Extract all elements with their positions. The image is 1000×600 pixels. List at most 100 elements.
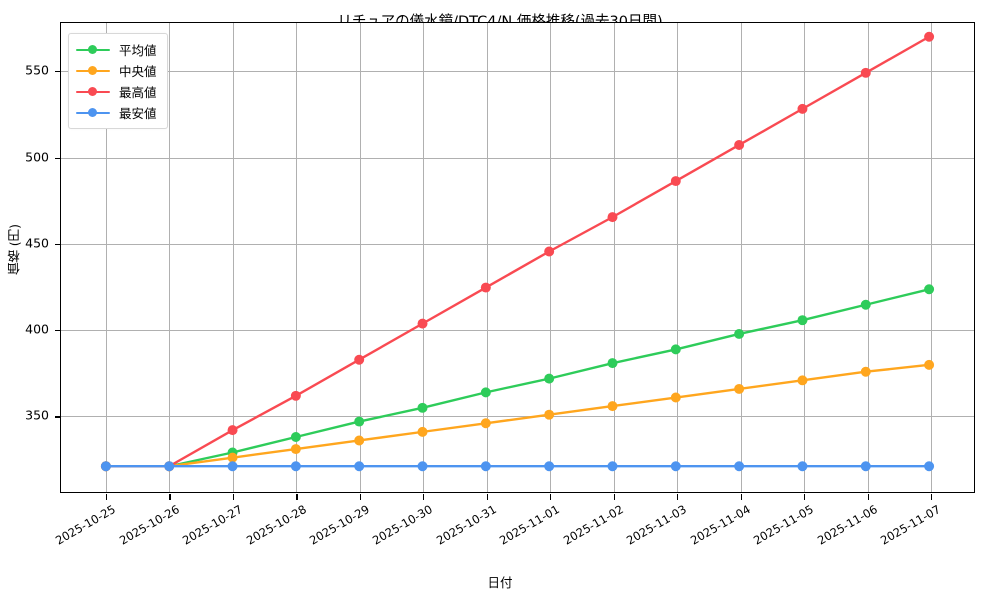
x-tick-mark	[677, 494, 679, 500]
data-point	[607, 461, 618, 472]
data-point	[480, 461, 491, 472]
legend-item[interactable]: 中央値	[76, 60, 157, 81]
data-point	[480, 282, 491, 293]
gridline-vertical	[359, 23, 361, 492]
gridline-vertical	[804, 23, 806, 492]
data-point	[860, 461, 871, 472]
x-tick-label: 2025-11-05	[751, 502, 817, 548]
data-point	[544, 373, 555, 384]
x-tick-mark	[613, 494, 615, 500]
data-point	[797, 461, 808, 472]
data-point	[227, 452, 238, 463]
y-tick-label: 550	[25, 62, 49, 78]
data-point	[607, 212, 618, 223]
data-point	[924, 31, 935, 42]
data-point	[290, 461, 301, 472]
series-layer	[100, 31, 935, 472]
x-tick-mark	[804, 494, 806, 500]
y-tick-mark	[55, 157, 61, 159]
data-point	[924, 461, 935, 472]
data-point	[860, 67, 871, 78]
y-tick-label: 500	[25, 149, 49, 165]
y-tick-mark	[55, 330, 61, 332]
gridline-vertical	[486, 23, 488, 492]
gridline-vertical	[550, 23, 552, 492]
gridline-vertical	[296, 23, 298, 492]
gridline-horizontal	[61, 330, 974, 332]
series-line	[104, 363, 931, 468]
x-tick-mark	[740, 494, 742, 500]
chart-legend: 平均値中央値最高値最安値	[68, 33, 168, 129]
data-point	[417, 402, 428, 413]
legend-item[interactable]: 最高値	[76, 81, 157, 102]
data-point	[670, 392, 681, 403]
gridline-vertical	[740, 23, 742, 492]
x-tick-label: 2025-11-03	[624, 502, 690, 548]
data-point	[734, 139, 745, 150]
y-tick-label: 350	[25, 407, 49, 423]
data-point	[354, 461, 365, 472]
legend-item[interactable]: 最安値	[76, 102, 157, 123]
gridline-vertical	[423, 23, 425, 492]
data-point	[797, 315, 808, 326]
data-point	[290, 390, 301, 401]
data-point	[227, 425, 238, 436]
x-tick-label: 2025-10-28	[243, 502, 309, 548]
gridline-vertical	[106, 23, 107, 492]
x-tick-label: 2025-11-07	[878, 502, 943, 548]
gridline-vertical	[169, 23, 171, 492]
data-point	[797, 103, 808, 114]
data-point	[924, 284, 935, 295]
data-point	[227, 461, 238, 472]
gridline-horizontal	[61, 416, 974, 418]
legend-marker-icon	[76, 64, 110, 78]
y-tick-label: 450	[25, 235, 49, 251]
gridline-horizontal	[61, 243, 974, 245]
x-tick-mark	[359, 494, 362, 500]
x-tick-mark	[931, 494, 933, 500]
x-tick-label: 2025-10-25	[53, 502, 118, 548]
x-tick-label: 2025-11-06	[814, 502, 880, 548]
data-point	[354, 435, 365, 446]
legend-label: 中央値	[119, 64, 157, 79]
data-point	[670, 461, 681, 472]
y-tick-mark	[55, 243, 61, 246]
x-tick-label: 2025-11-04	[687, 502, 753, 548]
data-point	[734, 383, 745, 394]
data-point	[164, 461, 175, 472]
data-point	[417, 461, 428, 472]
x-tick-mark	[106, 494, 108, 500]
x-tick-label: 2025-10-31	[433, 502, 499, 548]
x-axis-title: 日付	[487, 575, 513, 590]
data-point	[480, 418, 491, 429]
gridline-horizontal	[61, 71, 974, 73]
data-point	[607, 358, 618, 369]
data-point	[417, 426, 428, 437]
x-tick-label: 2025-10-29	[306, 502, 372, 548]
series-line	[104, 35, 931, 468]
series-平均値	[100, 284, 935, 472]
legend-item[interactable]: 平均値	[76, 39, 157, 60]
x-tick-mark	[169, 494, 171, 500]
series-line	[104, 288, 931, 468]
gridline-vertical	[613, 23, 615, 492]
legend-marker-icon	[76, 85, 110, 99]
data-point	[354, 416, 365, 427]
data-point	[544, 409, 555, 420]
legend-label: 最安値	[119, 106, 157, 121]
x-tick-label: 2025-11-02	[560, 502, 626, 548]
data-point	[417, 318, 428, 329]
x-tick-label: 2025-10-30	[370, 502, 436, 548]
x-tick-mark	[486, 494, 488, 500]
x-tick-label: 2025-10-27	[180, 502, 245, 548]
gridline-vertical	[867, 23, 869, 492]
legend-label: 平均値	[119, 43, 157, 58]
data-point	[734, 461, 745, 472]
series-最安値	[100, 461, 935, 472]
x-tick-label: 2025-11-01	[497, 502, 563, 548]
x-tick-mark	[296, 494, 298, 500]
gridline-vertical	[931, 23, 932, 492]
legend-marker-icon	[76, 106, 110, 120]
legend-label: 最高値	[119, 85, 157, 100]
data-point	[607, 401, 618, 412]
